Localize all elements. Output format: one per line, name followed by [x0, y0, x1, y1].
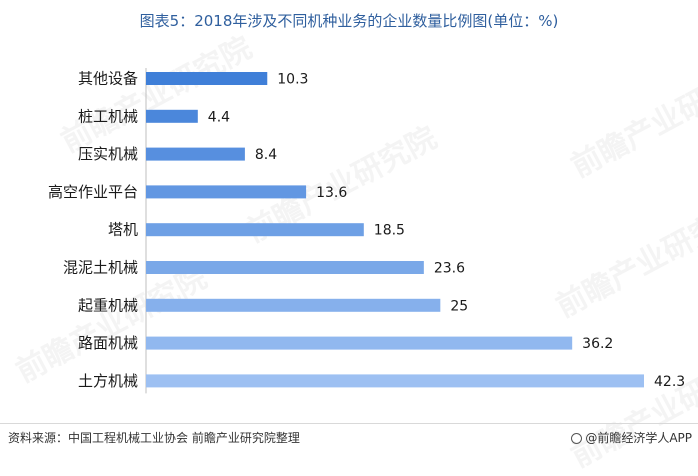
bar [146, 147, 245, 161]
data-label: 25 [450, 298, 468, 314]
category-label: 压实机械 [78, 145, 138, 163]
category-label: 桩工机械 [78, 107, 138, 125]
bar [146, 298, 441, 312]
bar [146, 185, 307, 199]
brand-logo-icon [571, 433, 583, 444]
data-label: 23.6 [434, 261, 465, 277]
bar [146, 223, 364, 237]
data-label: 10.3 [277, 72, 308, 88]
bar [146, 109, 198, 123]
brand-credit: @前瞻经济学人APP [571, 429, 692, 446]
data-label: 4.4 [208, 109, 230, 125]
category-label: 起重机械 [78, 296, 138, 314]
category-label: 高空作业平台 [48, 183, 138, 201]
chart-title: 图表5：2018年涉及不同机种业务的企业数量比例图(单位：%) [139, 12, 559, 30]
bar [146, 72, 268, 85]
bar [146, 261, 424, 274]
category-label: 其他设备 [78, 70, 138, 88]
data-label: 13.6 [316, 185, 347, 201]
bar [146, 374, 644, 388]
brand-label: @前瞻经济学人APP [585, 431, 692, 445]
bar-chart: 其他设备 10.3 桩工机械 4.4 压实机械 8.4 高空作业平台 13.6 塔机 18.5 混泥… [48, 68, 685, 394]
data-label: 8.4 [255, 147, 277, 163]
category-label: 塔机 [108, 221, 138, 239]
category-label: 混泥土机械 [63, 259, 138, 277]
source-note: 资料来源：中国工程机械工业协会 前瞻产业研究院整理 [8, 431, 300, 445]
data-label: 42.3 [654, 374, 685, 390]
category-label: 路面机械 [78, 334, 138, 352]
footer-divider [0, 423, 698, 424]
bar [146, 336, 573, 350]
category-label: 土方机械 [78, 372, 138, 390]
data-label: 36.2 [582, 336, 613, 352]
data-label: 18.5 [374, 223, 405, 239]
